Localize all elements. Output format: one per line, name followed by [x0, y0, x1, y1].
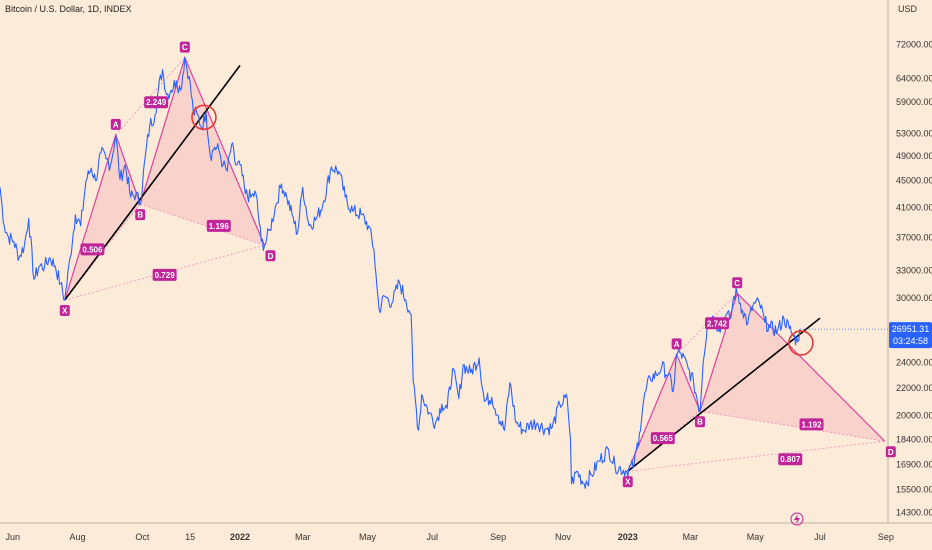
current-price-label: 26951.31 [892, 324, 930, 334]
pattern-point-badge [885, 446, 896, 458]
axes [0, 0, 932, 524]
pattern-point-badge [265, 250, 276, 262]
pattern-ratio-line [627, 440, 885, 472]
pattern-point-badge [135, 209, 146, 221]
price-tick-label: 59000.00 [896, 97, 932, 107]
pattern-ratio-line [115, 57, 186, 136]
chart-title: Bitcoin / U.S. Dollar, 1D, INDEX [5, 4, 132, 14]
ratio-label: 0.807 [780, 455, 801, 464]
price-tick-label: 45000.00 [896, 176, 932, 186]
ratio-badge [650, 432, 675, 445]
price-tick-label: 41000.00 [896, 203, 932, 213]
time-tick-label: 15 [185, 532, 195, 542]
ratio-badge [704, 317, 729, 330]
lightning-bolt-glyph [794, 514, 800, 524]
price-tick-label: 30000.00 [896, 293, 932, 303]
time-tick-label: Mar [683, 532, 699, 542]
ratio-label: 0.506 [82, 245, 103, 254]
price-tick-label: 15500.00 [896, 484, 932, 494]
pattern-point-badge [671, 338, 682, 350]
pattern-point-label: A [113, 120, 119, 129]
pattern-point-badge [622, 476, 633, 488]
ratio-label: 1.196 [209, 222, 230, 231]
pattern-ratio-line [140, 203, 265, 246]
price-tick-label: 16900.00 [896, 459, 932, 469]
time-tick-label: Sep [878, 532, 894, 542]
ratio-badge [206, 219, 231, 232]
ratio-badge [799, 418, 824, 431]
time-tick-label: 2022 [230, 532, 250, 542]
price-tick-label: 22000.00 [896, 383, 932, 393]
pattern-point-label: B [697, 418, 703, 427]
pattern-point-label: A [674, 340, 680, 349]
time-tick-label: Aug [70, 532, 86, 542]
ratio-label: 0.729 [155, 271, 176, 280]
price-axis: USD 72000.00 64000.00 59000.00 53000.00 49000… [889, 4, 932, 518]
time-tick-label: Mar [295, 532, 311, 542]
trendline [627, 317, 821, 472]
ratio-badge [778, 453, 803, 466]
time-tick-label: Jun [5, 532, 20, 542]
pattern-bcd-fill [699, 293, 885, 442]
pattern-xab-fill [627, 354, 700, 472]
pattern-point-badge [59, 305, 70, 317]
time-tick-label: May [359, 532, 377, 542]
price-tick-label: 33000.00 [896, 265, 932, 275]
breakout-circle [788, 330, 814, 356]
ratio-badge [80, 243, 105, 256]
time-tick-label: Nov [555, 532, 572, 542]
price-tick-label: 53000.00 [896, 128, 932, 138]
time-tick-label: Oct [135, 532, 150, 542]
price-tick-label: 37000.00 [896, 232, 932, 242]
time-axis: Jun Aug Oct 15 2022 Mar May Jul Sep Nov 2023 Mar May… [5, 512, 894, 542]
price-tick-label: 64000.00 [896, 74, 932, 84]
ratio-label: 2.742 [707, 319, 728, 328]
price-series [0, 57, 801, 489]
ratio-badge [152, 268, 177, 281]
price-tick-label: 24000.00 [896, 358, 932, 368]
price-tick-label: 20000.00 [896, 411, 932, 421]
ratio-badge [144, 96, 169, 109]
current-price-tag [889, 322, 932, 349]
ratio-label: 2.249 [146, 98, 167, 107]
pattern-labels: X A B C D 0.506 2.249 1.196 0.729 X A B C D 0.565 2.742… [59, 41, 896, 488]
pattern-ratio-line [699, 410, 885, 442]
price-tick-label: 18400.00 [896, 435, 932, 445]
pattern-point-badge [110, 118, 121, 130]
pattern-point-label: X [625, 478, 631, 487]
pattern-point-label: D [268, 252, 274, 261]
currency-label: USD [898, 4, 918, 14]
ratio-label: 1.192 [802, 420, 823, 429]
price-line [0, 57, 801, 489]
trendline [64, 64, 241, 301]
countdown-label: 03:24:58 [893, 336, 928, 346]
pattern-point-badge [179, 41, 190, 53]
pattern-point-label: B [137, 211, 143, 220]
pattern-point-label: D [888, 448, 894, 457]
pattern-point-label: C [182, 43, 188, 52]
harmonic-patterns [64, 55, 886, 472]
ratio-label: 0.565 [653, 434, 674, 443]
time-tick-label: May [747, 532, 765, 542]
lightning-icon [790, 512, 804, 526]
pattern-bcd-fill [140, 57, 265, 246]
time-tick-label: 2023 [618, 532, 638, 542]
pattern-point-badge [732, 277, 743, 289]
price-tick-label: 49000.00 [896, 151, 932, 161]
pattern-point-badge [694, 416, 705, 428]
time-tick-label: Sep [490, 532, 506, 542]
time-tick-label: Jul [814, 532, 826, 542]
pattern-ratio-line [64, 244, 265, 301]
price-tick-label: 72000.00 [896, 40, 932, 50]
pattern-point-label: X [62, 307, 68, 316]
breakout-circle [191, 104, 217, 131]
price-tick-label: 14300.00 [896, 508, 932, 518]
time-tick-label: Jul [427, 532, 439, 542]
pattern-point-label: C [734, 279, 740, 288]
